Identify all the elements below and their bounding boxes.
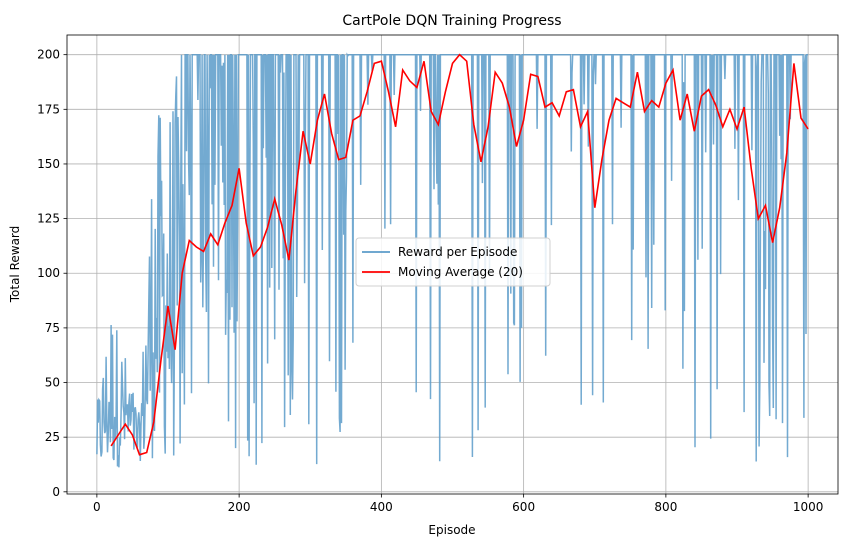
x-tick-label: 800 bbox=[654, 500, 677, 514]
plot-frame bbox=[66, 34, 839, 495]
x-tick-label: 1000 bbox=[793, 500, 824, 514]
ticks: 0 200 400 600 800 1000 0 25 50 75 100 125 150 175 200 bbox=[37, 48, 823, 514]
series-moving-average-line bbox=[110, 53, 809, 456]
legend-box bbox=[355, 237, 551, 287]
y-tick-label: 150 bbox=[37, 157, 60, 171]
series-reward-per-episode-line bbox=[96, 52, 809, 468]
series-layer bbox=[96, 52, 809, 468]
y-tick-label: 0 bbox=[52, 485, 60, 499]
x-tick-label: 0 bbox=[93, 500, 101, 514]
x-tick-label: 200 bbox=[228, 500, 251, 514]
y-tick-label: 50 bbox=[45, 376, 60, 390]
y-tick-label: 125 bbox=[37, 212, 60, 226]
x-tick-label: 400 bbox=[370, 500, 393, 514]
y-tick-label: 75 bbox=[45, 321, 60, 335]
y-tick-label: 175 bbox=[37, 102, 60, 116]
legend-label-reward: Reward per Episode bbox=[398, 245, 517, 259]
legend-label-moving-average: Moving Average (20) bbox=[398, 265, 523, 279]
x-axis-label: Episode bbox=[428, 523, 475, 537]
y-tick-label: 200 bbox=[37, 48, 60, 62]
legend: Reward per Episode Moving Average (20) bbox=[355, 237, 551, 287]
y-tick-label: 25 bbox=[45, 430, 60, 444]
y-axis-label: Total Reward bbox=[8, 226, 22, 304]
y-tick-label: 100 bbox=[37, 266, 60, 280]
x-tick-label: 600 bbox=[512, 500, 535, 514]
chart-title: CartPole DQN Training Progress bbox=[342, 13, 561, 29]
